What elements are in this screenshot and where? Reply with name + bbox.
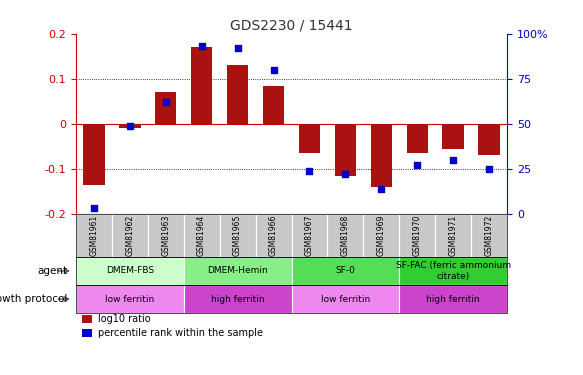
Text: GSM81961: GSM81961 <box>89 214 99 256</box>
Title: GDS2230 / 15441: GDS2230 / 15441 <box>230 19 353 33</box>
Bar <box>191 47 212 124</box>
Bar <box>298 124 320 153</box>
Text: high ferritin: high ferritin <box>427 295 480 304</box>
Text: low ferritin: low ferritin <box>105 295 154 304</box>
Text: percentile rank within the sample: percentile rank within the sample <box>98 328 263 338</box>
Point <box>448 157 458 163</box>
Text: GSM81966: GSM81966 <box>269 214 278 256</box>
Point <box>89 206 99 212</box>
Bar <box>335 124 356 176</box>
Point <box>197 44 206 50</box>
Point <box>233 45 242 51</box>
Text: DMEM-FBS: DMEM-FBS <box>106 266 154 275</box>
Point <box>269 67 278 73</box>
Point <box>484 166 494 172</box>
Text: agent: agent <box>37 266 67 276</box>
Text: GSM81963: GSM81963 <box>161 214 170 256</box>
Text: GSM81964: GSM81964 <box>197 214 206 256</box>
Bar <box>119 124 141 128</box>
Text: GSM81970: GSM81970 <box>413 214 422 256</box>
Bar <box>83 124 104 184</box>
Text: growth protocol: growth protocol <box>0 294 67 304</box>
Text: GSM81965: GSM81965 <box>233 214 242 256</box>
Point <box>377 186 386 192</box>
Bar <box>263 86 285 124</box>
Bar <box>406 124 428 153</box>
Text: low ferritin: low ferritin <box>321 295 370 304</box>
Point <box>413 162 422 168</box>
Text: GSM81968: GSM81968 <box>341 214 350 256</box>
Text: SF-FAC (ferric ammonium
citrate): SF-FAC (ferric ammonium citrate) <box>396 261 511 280</box>
Bar <box>155 92 177 124</box>
Bar <box>227 65 248 124</box>
Point <box>305 168 314 174</box>
Text: GSM81962: GSM81962 <box>125 214 134 256</box>
Point <box>125 123 134 129</box>
Point <box>161 99 170 105</box>
Text: GSM81967: GSM81967 <box>305 214 314 256</box>
Text: GSM81969: GSM81969 <box>377 214 386 256</box>
Bar <box>479 124 500 155</box>
Text: log10 ratio: log10 ratio <box>98 314 150 324</box>
Point <box>340 171 350 177</box>
Text: DMEM-Hemin: DMEM-Hemin <box>207 266 268 275</box>
Text: high ferritin: high ferritin <box>211 295 264 304</box>
Text: SF-0: SF-0 <box>335 266 356 275</box>
Text: GSM81971: GSM81971 <box>449 214 458 256</box>
Text: GSM81972: GSM81972 <box>484 214 494 256</box>
Bar <box>371 124 392 187</box>
Bar <box>442 124 464 148</box>
